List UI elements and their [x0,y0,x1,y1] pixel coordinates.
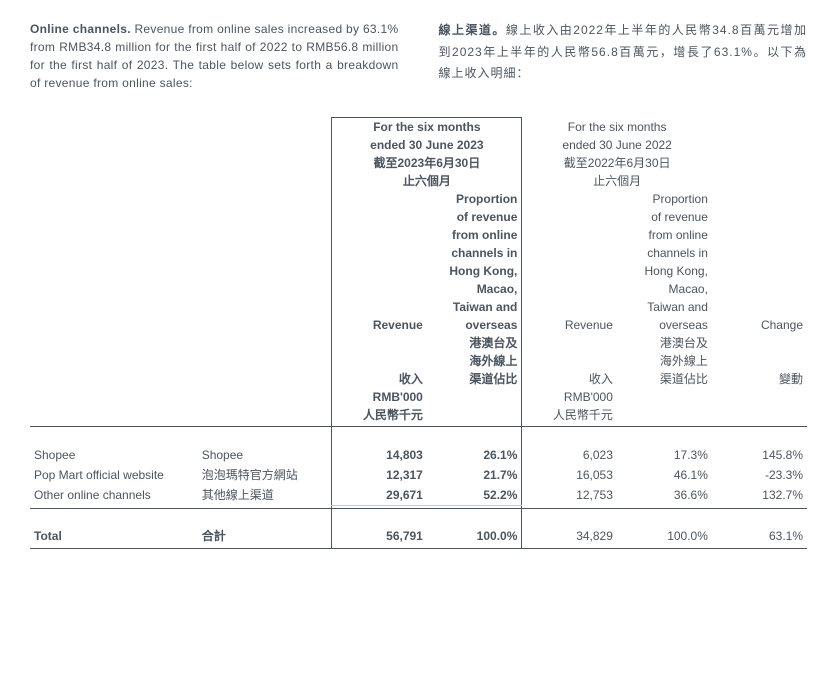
hdr-prop1b: Proportion [617,190,712,208]
table-row: Shopee Shopee 14,803 26.1% 6,023 17.3% 1… [30,445,807,465]
row-prop22: 36.6% [617,485,712,506]
total-prop23: 100.0% [427,526,522,546]
hdr-propzh2: 海外線上 [427,352,522,370]
hdr-prop8: overseas [427,316,522,334]
row-label-en: Other online channels [30,485,198,506]
row-rev22: 16,053 [522,465,617,485]
hdr-2023-zh2: 止六個月 [332,172,522,190]
hdr-propzh3: 渠道佔比 [427,370,522,388]
hdr-prop6: Macao, [427,280,522,298]
hdr-2022-line2: ended 30 June 2022 [522,136,712,154]
hdr-unit22-zh: 人民幣千元 [522,406,617,424]
total-rev22: 34,829 [522,526,617,546]
hdr-rev23: Revenue [332,316,427,334]
hdr-2022-zh1: 截至2022年6月30日 [522,154,712,172]
row-chg: 132.7% [712,485,807,506]
hdr-rev22-zh: 收入 [522,370,617,388]
hdr-prop1: Proportion [427,190,522,208]
total-prop22: 100.0% [617,526,712,546]
row-label-zh: 其他線上渠道 [198,485,332,506]
row-prop23: 52.2% [427,485,522,506]
row-rev22: 12,753 [522,485,617,506]
hdr-2022-zh2: 止六個月 [522,172,712,190]
row-rev23: 12,317 [332,465,427,485]
row-prop23: 26.1% [427,445,522,465]
intro-en: Online channels. Revenue from online sal… [30,20,399,92]
row-prop22: 17.3% [617,445,712,465]
hdr-rev23-zh: 收入 [332,370,427,388]
hdr-prop7: Taiwan and [427,298,522,316]
hdr-prop4: channels in [427,244,522,262]
hdr-prop5b: Hong Kong, [617,262,712,280]
total-row: Total 合計 56,791 100.0% 34,829 100.0% 63.… [30,526,807,546]
row-label-en: Shopee [30,445,198,465]
hdr-prop2b: of revenue [617,208,712,226]
row-prop23: 21.7% [427,465,522,485]
hdr-unit23-zh: 人民幣千元 [332,406,427,424]
row-rev23: 14,803 [332,445,427,465]
intro-zh: 線上渠道。線上收入由2022年上半年的人民幣34.8百萬元增加到2023年上半年… [439,20,808,92]
hdr-propzh3b: 渠道佔比 [617,370,712,388]
hdr-prop3: from online [427,226,522,244]
hdr-2023-line1: For the six months [332,118,522,137]
revenue-table: For the six months For the six months en… [30,117,807,549]
hdr-2023-zh1: 截至2023年6月30日 [332,154,522,172]
hdr-unit23: RMB'000 [332,388,427,406]
total-label-zh: 合計 [198,526,332,546]
hdr-prop6b: Macao, [617,280,712,298]
total-chg: 63.1% [712,526,807,546]
row-label-zh: Shopee [198,445,332,465]
hdr-rev22: Revenue [522,316,617,334]
row-prop22: 46.1% [617,465,712,485]
total-label-en: Total [30,526,198,546]
row-chg: -23.3% [712,465,807,485]
row-label-zh: 泡泡瑪特官方網站 [198,465,332,485]
hdr-prop3b: from online [617,226,712,244]
row-rev22: 6,023 [522,445,617,465]
hdr-2023-line2: ended 30 June 2023 [332,136,522,154]
hdr-unit22: RMB'000 [522,388,617,406]
hdr-change-zh: 變動 [712,370,807,388]
table-row: Pop Mart official website 泡泡瑪特官方網站 12,31… [30,465,807,485]
hdr-prop7b: Taiwan and [617,298,712,316]
row-rev23: 29,671 [332,485,427,506]
total-rev23: 56,791 [332,526,427,546]
hdr-prop2: of revenue [427,208,522,226]
hdr-change: Change [712,316,807,334]
hdr-propzh2b: 海外線上 [617,352,712,370]
hdr-propzh1: 港澳台及 [427,334,522,352]
row-label-en: Pop Mart official website [30,465,198,485]
row-chg: 145.8% [712,445,807,465]
table-row: Other online channels 其他線上渠道 29,671 52.2… [30,485,807,506]
hdr-prop5: Hong Kong, [427,262,522,280]
hdr-prop8b: overseas [617,316,712,334]
hdr-2022-line1: For the six months [522,118,712,137]
intro-en-bold: Online channels. [30,22,131,36]
hdr-prop4b: channels in [617,244,712,262]
hdr-propzh1b: 港澳台及 [617,334,712,352]
intro-zh-bold: 線上渠道。 [439,23,506,37]
